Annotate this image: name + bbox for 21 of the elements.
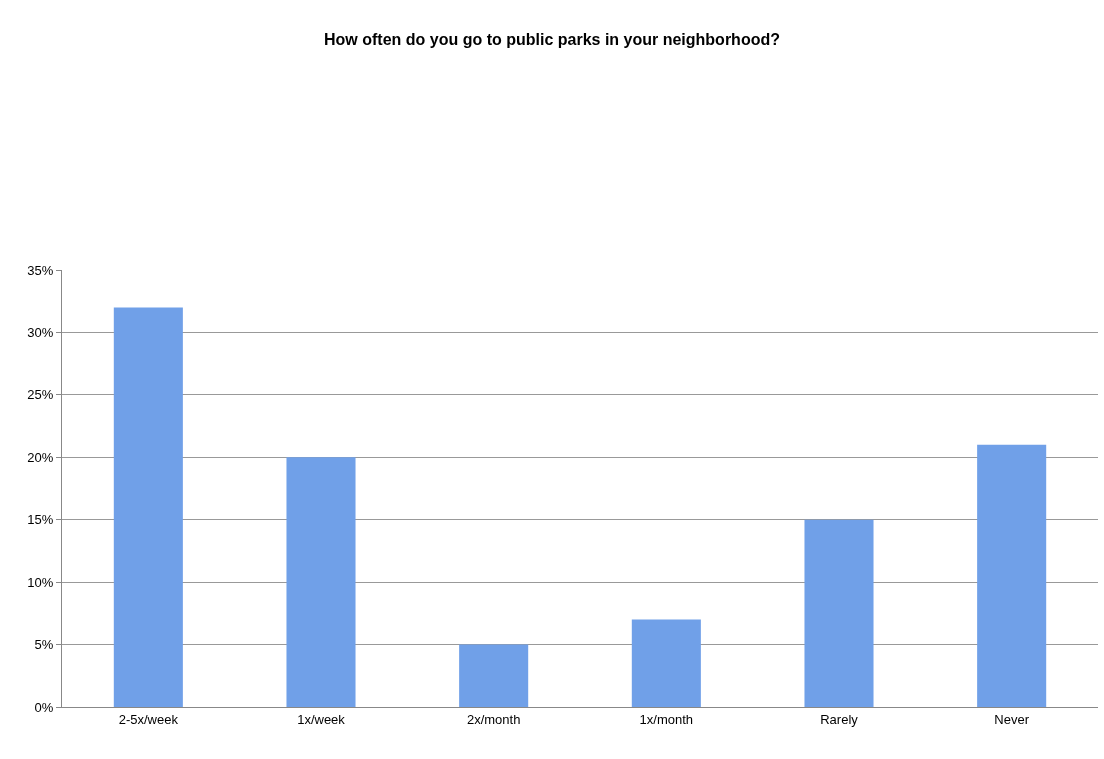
bar [631, 619, 701, 707]
bar [459, 644, 529, 707]
bar [804, 519, 874, 707]
bar [113, 307, 183, 707]
x-tick-label: Rarely [820, 711, 859, 727]
y-tick-label: 30% [27, 324, 54, 340]
x-tick-label: 2x/month [466, 711, 521, 727]
x-tick-label: 2-5x/week [118, 711, 179, 727]
bar [977, 444, 1047, 707]
y-tick-label: 25% [27, 387, 54, 403]
y-tick-label: 20% [27, 449, 54, 465]
y-tick-label: 0% [34, 699, 54, 715]
y-tick-label: 10% [27, 574, 54, 590]
y-tick-label: 15% [27, 512, 54, 528]
chart-title: How often do you go to public parks in your neighborhood? [324, 31, 780, 49]
y-tick-label: 35% [27, 262, 54, 278]
bar [286, 457, 356, 707]
x-tick-label: 1x/week [297, 711, 346, 727]
x-tick-label: 1x/month [639, 711, 694, 727]
x-tick-label: Never [994, 711, 1030, 727]
y-tick-label: 5% [34, 637, 54, 653]
